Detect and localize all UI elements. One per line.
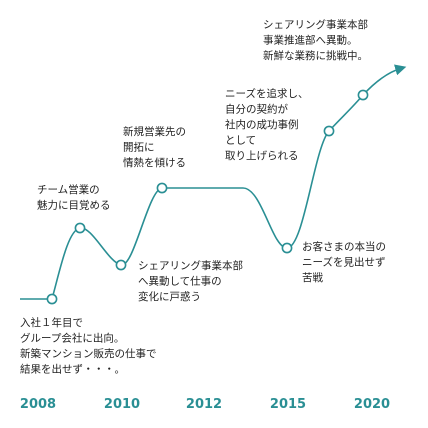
milestone-marker-2010	[115, 259, 127, 271]
milestone-marker-2016	[323, 125, 335, 137]
milestone-label-line: 新築マンション販売の仕事で	[20, 347, 157, 360]
milestone-label-line: 変化に戸惑う	[138, 290, 201, 303]
milestone-label-2018: シェアリング事業本部事業推進部へ異動。新鮮な業務に挑戦中。	[263, 18, 368, 62]
milestone-label-line: 魅力に目覚める	[37, 199, 111, 212]
milestone-marker-2009	[74, 222, 86, 234]
milestone-label-line: 新鮮な業務に挑戦中。	[263, 49, 368, 62]
milestone-label-line: チーム営業の	[37, 183, 100, 196]
milestone-label-line: 社内の成功事例	[225, 118, 299, 131]
milestone-marker-2018	[357, 89, 369, 101]
milestone-label-line: お客さまの本当の	[302, 240, 386, 253]
milestone-label-2016: ニーズを追求し、自分の契約が社内の成功事例として取り上げられる	[225, 87, 308, 162]
milestone-label-line: 取り上げられる	[225, 150, 299, 162]
x-tick-2020: 2020	[354, 397, 390, 412]
x-tick-2015: 2015	[270, 397, 306, 412]
milestone-marker-2008	[46, 293, 58, 305]
milestone-label-line: 開拓に	[123, 142, 155, 154]
milestone-label-line: シェアリング事業本部	[263, 18, 368, 31]
milestone-label-line: へ異動して仕事の	[138, 275, 222, 288]
milestone-label-2015: お客さまの本当のニーズを見出せず苦戦	[302, 240, 386, 284]
x-tick-2010: 2010	[104, 397, 140, 412]
milestone-label-line: 新規営業先の	[123, 125, 186, 138]
milestone-label-line: 結果を出せず・・・。	[20, 363, 125, 376]
milestone-label-line: シェアリング事業本部	[138, 259, 243, 272]
milestone-label-2008: 入社１年目でグループ会社に出向。新築マンション販売の仕事で結果を出せず・・・。	[20, 316, 157, 376]
milestone-marker-2015	[281, 242, 293, 254]
x-tick-2008: 2008	[20, 397, 56, 412]
milestone-label-line: ニーズを見出せず	[302, 256, 385, 269]
milestone-label-line: 事業推進部へ異動。	[263, 34, 358, 47]
milestone-label-2010: シェアリング事業本部へ異動して仕事の変化に戸惑う	[138, 259, 243, 303]
milestone-label-line: 情熱を傾ける	[123, 156, 186, 169]
milestone-label-line: 入社１年目で	[20, 316, 83, 329]
milestone-label-line: 苦戦	[302, 271, 323, 284]
milestone-label-2009: チーム営業の魅力に目覚める	[37, 183, 111, 212]
milestone-label-line: として	[225, 135, 256, 147]
x-tick-2012: 2012	[186, 397, 222, 412]
milestone-label-line: 自分の契約が	[225, 103, 288, 116]
milestone-label-2011: 新規営業先の開拓に情熱を傾ける	[123, 125, 186, 169]
milestone-label-line: グループ会社に出向。	[20, 332, 124, 345]
milestone-marker-2011	[156, 182, 168, 194]
milestone-label-line: ニーズを追求し、	[225, 87, 308, 100]
